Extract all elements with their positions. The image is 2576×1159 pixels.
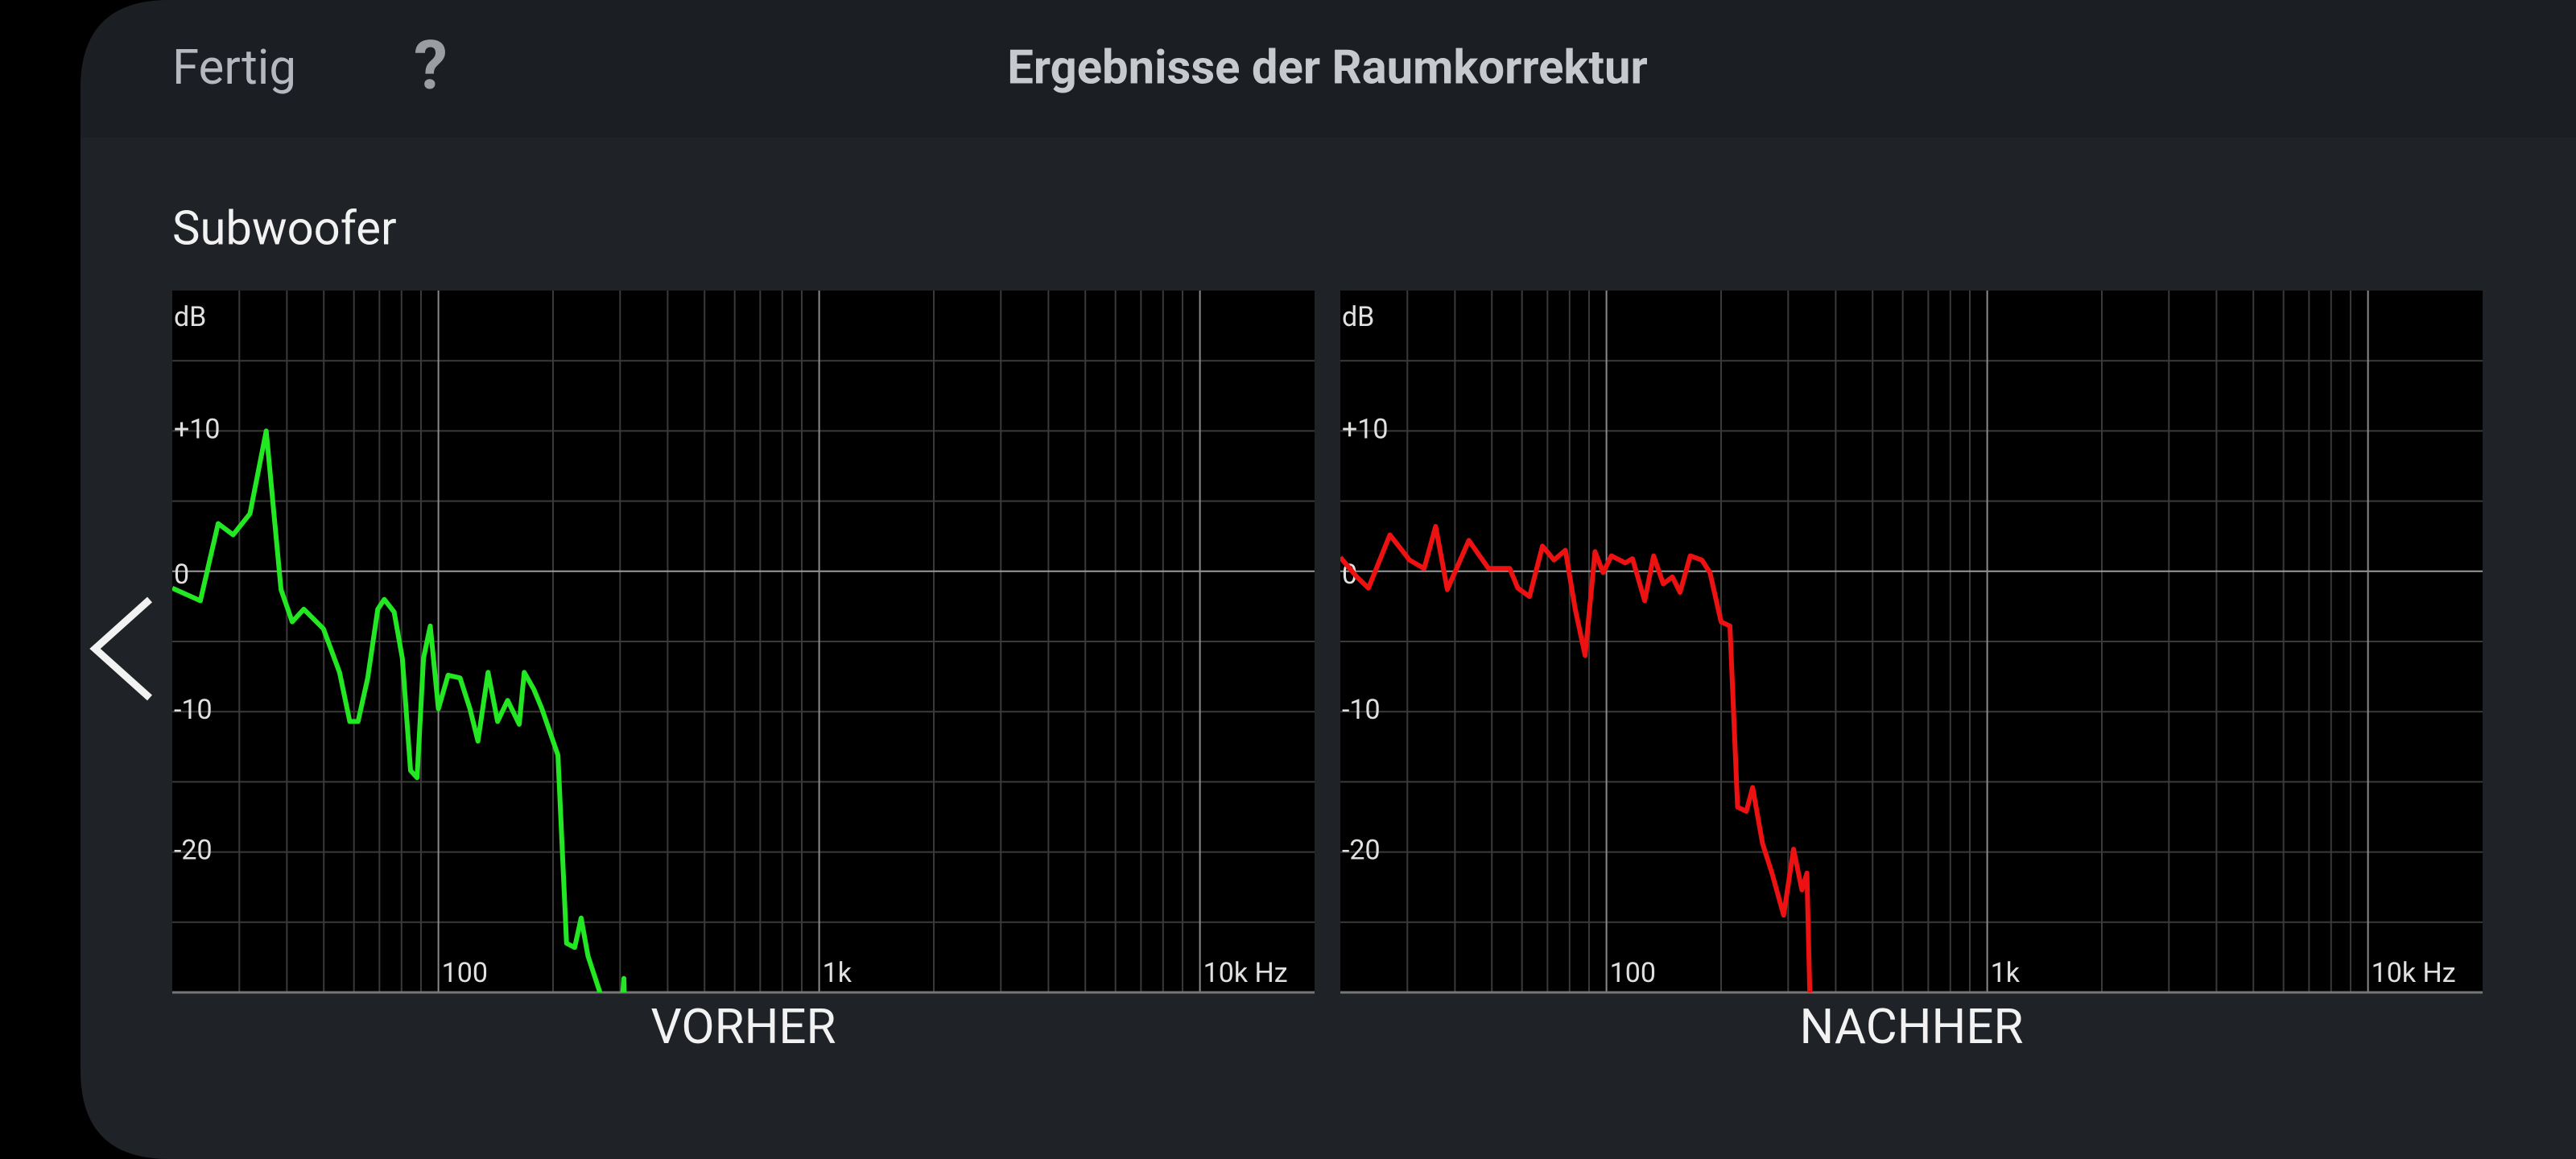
y-tick-label: -10 [1342,694,1381,726]
plot-clip [1340,524,1813,992]
y-axis-label: dB [1342,301,1374,333]
x-tick-label: 1k [823,957,852,989]
y-tick-label: -20 [174,835,213,867]
x-tick-label: 100 [442,957,488,989]
chart-label: VORHER [651,998,836,1055]
y-tick-label: -20 [1342,835,1381,867]
x-tick-label: 10k Hz [1203,957,1288,989]
y-axis-label: dB [174,301,206,333]
plot-clip [172,428,627,992]
x-tick-label: 1k [1991,957,2021,989]
back-arrow[interactable] [89,596,153,701]
header-bar [80,0,2576,138]
response-curve [172,428,627,992]
y-tick-label: -10 [174,694,213,726]
help-button[interactable]: ? [414,26,448,105]
y-tick-label: +10 [174,413,221,445]
y-tick-label: +10 [1342,413,1389,445]
response-curve [1340,524,1813,992]
chart-label: NACHHER [1800,998,2024,1055]
section-title: Subwoofer [172,201,397,256]
done-button[interactable]: Fertig [172,39,296,96]
x-tick-label: 10k Hz [2372,957,2456,989]
x-tick-label: 100 [1610,957,1656,989]
page-title: Ergebnisse der Raumkorrektur [1007,40,1647,95]
y-tick-label: 0 [174,559,189,591]
